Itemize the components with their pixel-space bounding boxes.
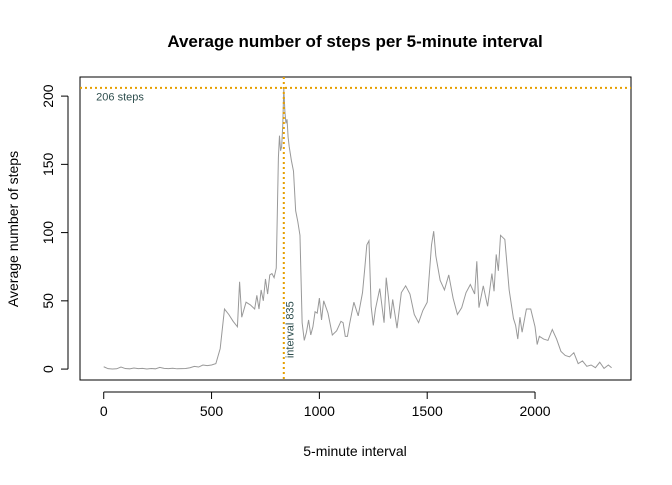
- x-tick-label: 2000: [519, 403, 550, 419]
- y-tick-label: 200: [40, 84, 56, 108]
- x-tick-label: 1500: [412, 403, 443, 419]
- y-tick-label: 50: [40, 293, 56, 309]
- x-axis-label: 5-minute interval: [303, 443, 407, 459]
- plot-area: 0 500 1000 1500 2000 0 50 100 150 200 206 steps int…: [40, 76, 632, 419]
- interval-annotation: interval 835: [284, 301, 296, 358]
- steps-annotation: 206 steps: [96, 91, 144, 103]
- x-tick-label: 500: [200, 403, 224, 419]
- plot-frame: [79, 76, 632, 381]
- y-tick-label: 0: [40, 365, 56, 373]
- chart-title: Average number of steps per 5-minute int…: [167, 32, 542, 51]
- x-tick-label: 0: [100, 403, 108, 419]
- y-tick-label: 150: [40, 152, 56, 176]
- y-axis-label: Average number of steps: [5, 151, 21, 307]
- series-line: [103, 87, 612, 370]
- x-tick-label: 1000: [304, 403, 335, 419]
- y-tick-label: 100: [40, 221, 56, 245]
